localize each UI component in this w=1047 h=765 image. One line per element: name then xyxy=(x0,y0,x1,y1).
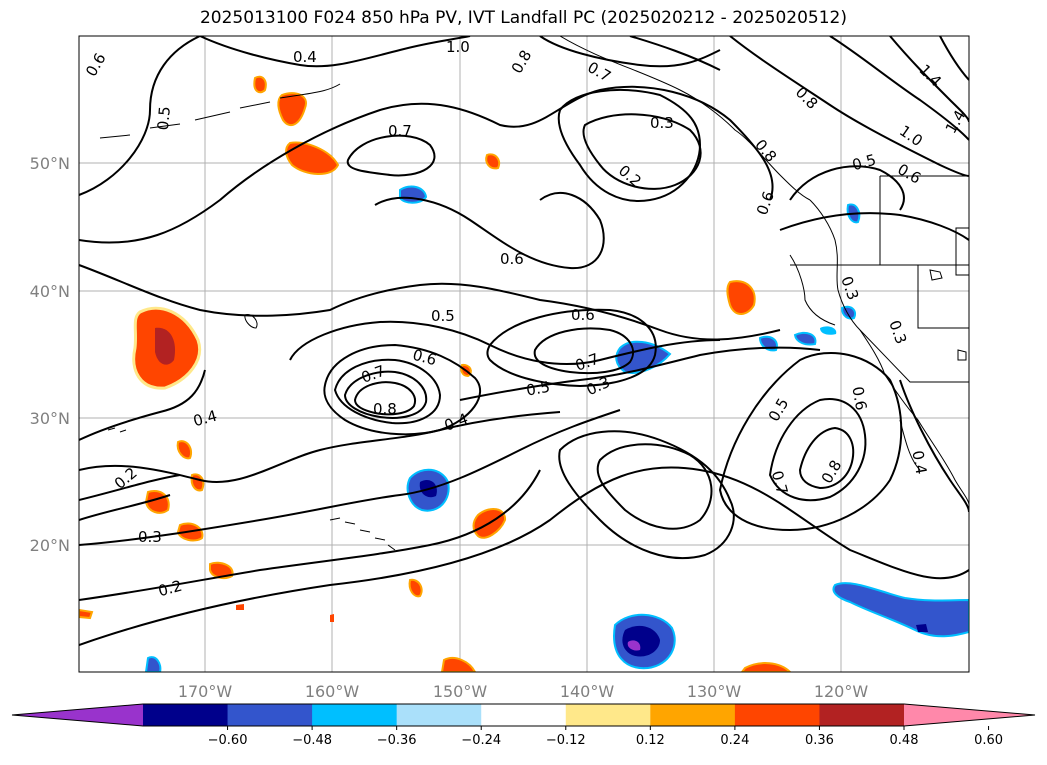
colorbar-swatch xyxy=(143,704,229,726)
contour-label: 0.6 xyxy=(500,250,524,268)
colorbar-swatch xyxy=(819,704,905,726)
contour-label: 0.4 xyxy=(908,449,930,476)
lon-label-120w: 120°W xyxy=(814,682,869,701)
latitude-labels: 50°N 40°N 30°N 20°N xyxy=(30,154,70,555)
contour-label: 0.3 xyxy=(650,114,674,132)
colorbar-tick-label: 0.24 xyxy=(720,733,749,748)
contour-label: 0.4 xyxy=(191,407,219,431)
colorbar-swatch xyxy=(650,704,736,726)
contour-label: 0.3 xyxy=(138,528,162,546)
lat-label-50n: 50°N xyxy=(30,154,70,173)
contour-label: 0.6 xyxy=(848,385,870,412)
colorbar-tick-label: 0.12 xyxy=(636,733,665,748)
lon-label-150w: 150°W xyxy=(433,682,488,701)
longitude-labels: 170°W 160°W 150°W 140°W 130°W 120°W xyxy=(178,682,869,701)
lon-label-130w: 130°W xyxy=(687,682,742,701)
colorbar-tick-label: 0.60 xyxy=(974,733,1003,748)
lat-label-40n: 40°N xyxy=(30,282,70,301)
colorbar-tick-label: 0.48 xyxy=(890,733,919,748)
map-border xyxy=(78,35,970,673)
contour-label: 0.4 xyxy=(293,48,317,66)
lon-label-160w: 160°W xyxy=(305,682,360,701)
colorbar-tick-label: −0.12 xyxy=(546,733,586,748)
colorbar: −0.60 −0.48 −0.36 −0.24 −0.12 0.12 0.24 0.36 0.4… xyxy=(11,703,1036,748)
contour-label: 0.5 xyxy=(850,151,878,175)
colorbar-tick-label: 0.36 xyxy=(805,733,834,748)
positive-anomaly-fills xyxy=(79,75,792,672)
map-title: 2025013100 F024 850 hPa PV, IVT Landfall… xyxy=(199,8,847,28)
colorbar-tick-label: −0.48 xyxy=(292,733,332,748)
contour-label: 0.5 xyxy=(431,307,455,325)
pv-contours xyxy=(79,36,969,646)
colorbar-swatch xyxy=(312,704,398,726)
contour-label: 0.5 xyxy=(525,378,552,400)
lat-label-30n: 30°N xyxy=(30,409,70,428)
lat-label-20n: 20°N xyxy=(30,536,70,555)
contour-label: 0.5 xyxy=(154,106,174,131)
contour-label: 1.0 xyxy=(446,38,470,56)
contour-label: 0.7 xyxy=(388,122,412,140)
contour-label: 0.8 xyxy=(373,400,397,418)
colorbar-swatch xyxy=(396,704,482,726)
coastlines xyxy=(99,36,969,551)
colorbar-swatch xyxy=(227,704,313,726)
contour-label: 0.6 xyxy=(571,306,595,324)
contour-label: 0.7 xyxy=(768,469,792,497)
colorbar-tick-label: −0.60 xyxy=(208,733,248,748)
colorbar-tick-label: −0.36 xyxy=(377,733,417,748)
lon-label-170w: 170°W xyxy=(178,682,233,701)
colorbar-swatch xyxy=(734,704,820,726)
colorbar-extend-high xyxy=(904,704,1035,726)
lon-label-140w: 140°W xyxy=(560,682,615,701)
colorbar-outline xyxy=(11,703,1036,727)
contour-label: 0.6 xyxy=(411,346,439,370)
colorbar-tick-label: −0.24 xyxy=(461,733,501,748)
colorbar-swatch xyxy=(565,704,651,726)
contour-label: 0.2 xyxy=(156,577,184,601)
colorbar-swatch xyxy=(481,704,567,726)
colorbar-extend-low xyxy=(12,704,143,726)
